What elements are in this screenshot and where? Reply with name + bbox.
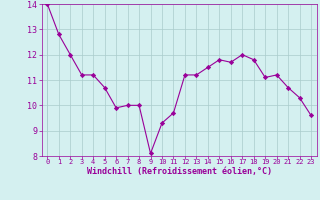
X-axis label: Windchill (Refroidissement éolien,°C): Windchill (Refroidissement éolien,°C) xyxy=(87,167,272,176)
